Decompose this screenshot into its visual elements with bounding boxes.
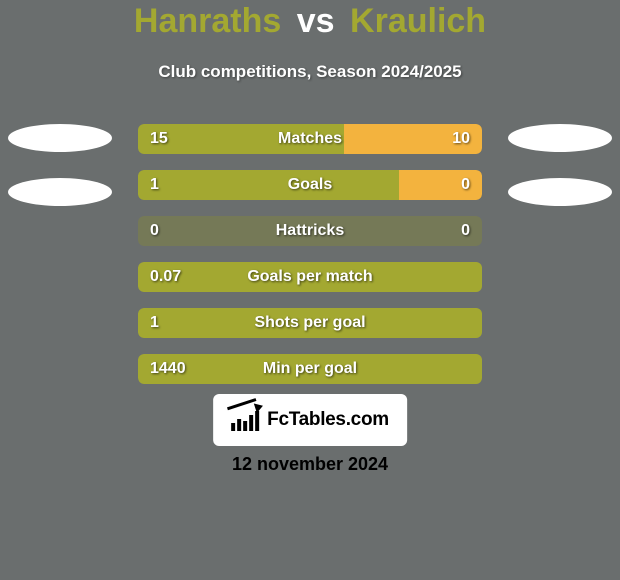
icon-bar (249, 415, 253, 431)
stat-row: 1Shots per goal (138, 308, 482, 338)
stat-value-player1: 1 (150, 170, 159, 200)
title-player2: Kraulich (350, 2, 486, 40)
bar-fill-player1 (138, 308, 482, 338)
comparison-infographic: Hanraths vs Kraulich Club competitions, … (0, 0, 620, 580)
stat-row: 1440Min per goal (138, 354, 482, 384)
bar-fill-player1 (138, 262, 482, 292)
bar-track (138, 216, 482, 246)
player-placeholder-ellipse (8, 124, 112, 152)
icon-bar (237, 419, 241, 431)
icon-bar (243, 421, 247, 431)
title-vs: vs (297, 2, 335, 40)
stat-row: 10Goals (138, 170, 482, 200)
bar-fill-player1 (138, 124, 344, 154)
stat-row: 00Hattricks (138, 216, 482, 246)
stat-row: 0.07Goals per match (138, 262, 482, 292)
stat-value-player1: 1440 (150, 354, 186, 384)
icon-bar (231, 423, 235, 431)
subtitle: Club competitions, Season 2024/2025 (0, 62, 620, 82)
title-player1: Hanraths (134, 2, 281, 40)
watermark: FcTables.com (213, 394, 407, 446)
bar-fill-player1 (138, 354, 482, 384)
stat-value-player1: 0 (150, 216, 159, 246)
chart-icon (231, 409, 259, 431)
player-placeholder-ellipse (8, 178, 112, 206)
icon-bar (255, 411, 259, 431)
page-title: Hanraths vs Kraulich (0, 2, 620, 41)
player-placeholder-ellipse (508, 124, 612, 152)
comparison-bars: 1510Matches10Goals00Hattricks0.07Goals p… (138, 124, 482, 400)
date-label: 12 november 2024 (0, 454, 620, 475)
stat-value-player2: 0 (461, 170, 470, 200)
stat-value-player1: 15 (150, 124, 168, 154)
stat-value-player2: 0 (461, 216, 470, 246)
bar-fill-player1 (138, 170, 399, 200)
stat-value-player1: 0.07 (150, 262, 181, 292)
stat-value-player1: 1 (150, 308, 159, 338)
watermark-text: FcTables.com (267, 409, 389, 431)
player-placeholder-ellipse (508, 178, 612, 206)
stat-row: 1510Matches (138, 124, 482, 154)
stat-value-player2: 10 (452, 124, 470, 154)
